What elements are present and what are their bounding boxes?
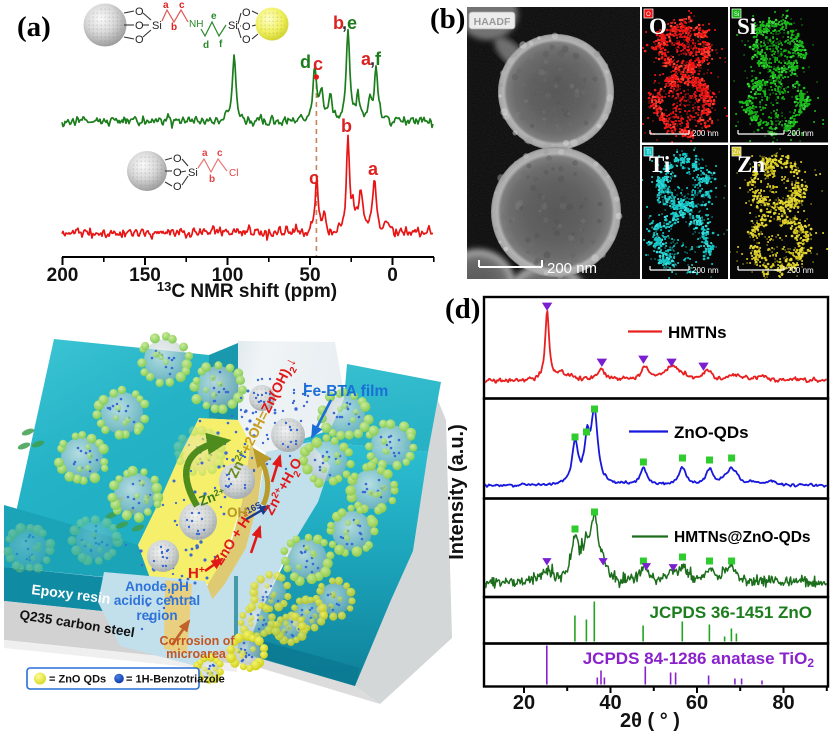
svg-text:Corrosion of: Corrosion of <box>160 634 236 648</box>
svg-text:f: f <box>219 39 223 50</box>
svg-text:Si: Si <box>734 12 739 18</box>
svg-text:d: d <box>203 40 209 51</box>
svg-text:e: e <box>211 11 217 22</box>
svg-text:200 nm: 200 nm <box>787 129 814 138</box>
svg-text:(a): (a) <box>17 11 51 43</box>
svg-text:b: b <box>171 22 177 33</box>
svg-text:NH: NH <box>189 19 203 30</box>
svg-text:Fe-BTA film: Fe-BTA film <box>303 383 388 400</box>
svg-text:a: a <box>368 159 379 179</box>
svg-text:b: b <box>209 174 215 185</box>
svg-text:= ZnO QDs: = ZnO QDs <box>49 674 106 686</box>
svg-text:a: a <box>361 49 372 69</box>
svg-text:O: O <box>649 14 667 39</box>
svg-text:150: 150 <box>129 265 161 286</box>
svg-text:e: e <box>347 13 357 33</box>
svg-text:acidic central: acidic central <box>114 593 200 608</box>
svg-text:Si: Si <box>737 14 757 39</box>
svg-text:,: , <box>370 49 375 69</box>
svg-text:Si: Si <box>152 20 162 32</box>
svg-text:Cl: Cl <box>229 168 238 179</box>
svg-text:c: c <box>309 168 319 188</box>
svg-text:Intensity (a.u.): Intensity (a.u.) <box>446 424 468 560</box>
svg-text:d: d <box>300 52 311 72</box>
svg-text:JCPDS 36-1451 ZnO: JCPDS 36-1451 ZnO <box>649 603 812 622</box>
svg-text:HMTNs@ZnO-QDs: HMTNs@ZnO-QDs <box>674 529 811 546</box>
svg-text:0: 0 <box>387 265 398 286</box>
svg-text:200 nm: 200 nm <box>692 129 719 138</box>
svg-text:(b): (b) <box>430 3 465 35</box>
svg-text:HAADF: HAADF <box>474 16 511 28</box>
svg-text:O: O <box>135 6 144 18</box>
svg-text:O: O <box>242 34 251 46</box>
svg-text:O: O <box>173 181 182 193</box>
svg-text:200 nm: 200 nm <box>547 260 597 277</box>
svg-text:100: 100 <box>212 265 244 286</box>
svg-text:Anode,pH: Anode,pH <box>125 579 189 594</box>
svg-text:O: O <box>135 20 144 32</box>
svg-text:O: O <box>242 21 251 33</box>
svg-text:13C NMR shift (ppm): 13C NMR shift (ppm) <box>157 279 337 302</box>
svg-text:c: c <box>179 0 185 11</box>
svg-text:OH-: OH- <box>227 505 250 520</box>
svg-text:200 nm: 200 nm <box>787 266 814 275</box>
svg-text:Si: Si <box>228 20 238 32</box>
svg-text:JCPDS 84-1286 anatase TiO2: JCPDS 84-1286 anatase TiO2 <box>583 649 815 670</box>
svg-text:a: a <box>202 148 208 159</box>
svg-text:60: 60 <box>686 692 708 714</box>
svg-text:80: 80 <box>772 692 794 714</box>
svg-text:= 1H-Benzotriazole: = 1H-Benzotriazole <box>126 674 225 686</box>
svg-text:a: a <box>163 0 169 11</box>
svg-text:b: b <box>341 116 352 136</box>
svg-text:region: region <box>136 608 177 623</box>
svg-text:O: O <box>242 7 251 19</box>
svg-text:200: 200 <box>47 265 79 286</box>
svg-text:O: O <box>173 153 182 165</box>
svg-text:HMTNs: HMTNs <box>668 323 727 342</box>
svg-text:Zn: Zn <box>737 152 765 177</box>
svg-text:microarea: microarea <box>166 647 227 661</box>
svg-text:40: 40 <box>599 692 621 714</box>
svg-text:f: f <box>375 49 382 69</box>
svg-text:Ti: Ti <box>649 152 671 177</box>
svg-text:(d): (d) <box>445 293 480 325</box>
svg-text:O: O <box>646 12 651 18</box>
svg-text:50: 50 <box>299 265 320 286</box>
svg-text:Ti: Ti <box>646 150 651 156</box>
svg-text:c: c <box>313 54 323 74</box>
svg-text:Si: Si <box>188 167 198 179</box>
svg-text:2θ ( ° ): 2θ ( ° ) <box>620 710 680 732</box>
svg-text:ZnO-QDs: ZnO-QDs <box>674 423 749 442</box>
svg-text:20: 20 <box>513 692 535 714</box>
svg-text:,: , <box>342 13 347 33</box>
svg-text:O: O <box>135 34 144 46</box>
svg-text:O: O <box>173 167 182 179</box>
svg-text:b: b <box>333 13 344 33</box>
svg-text:Zn: Zn <box>733 150 740 156</box>
svg-text:c: c <box>217 148 223 159</box>
svg-text:200 nm: 200 nm <box>692 266 719 275</box>
